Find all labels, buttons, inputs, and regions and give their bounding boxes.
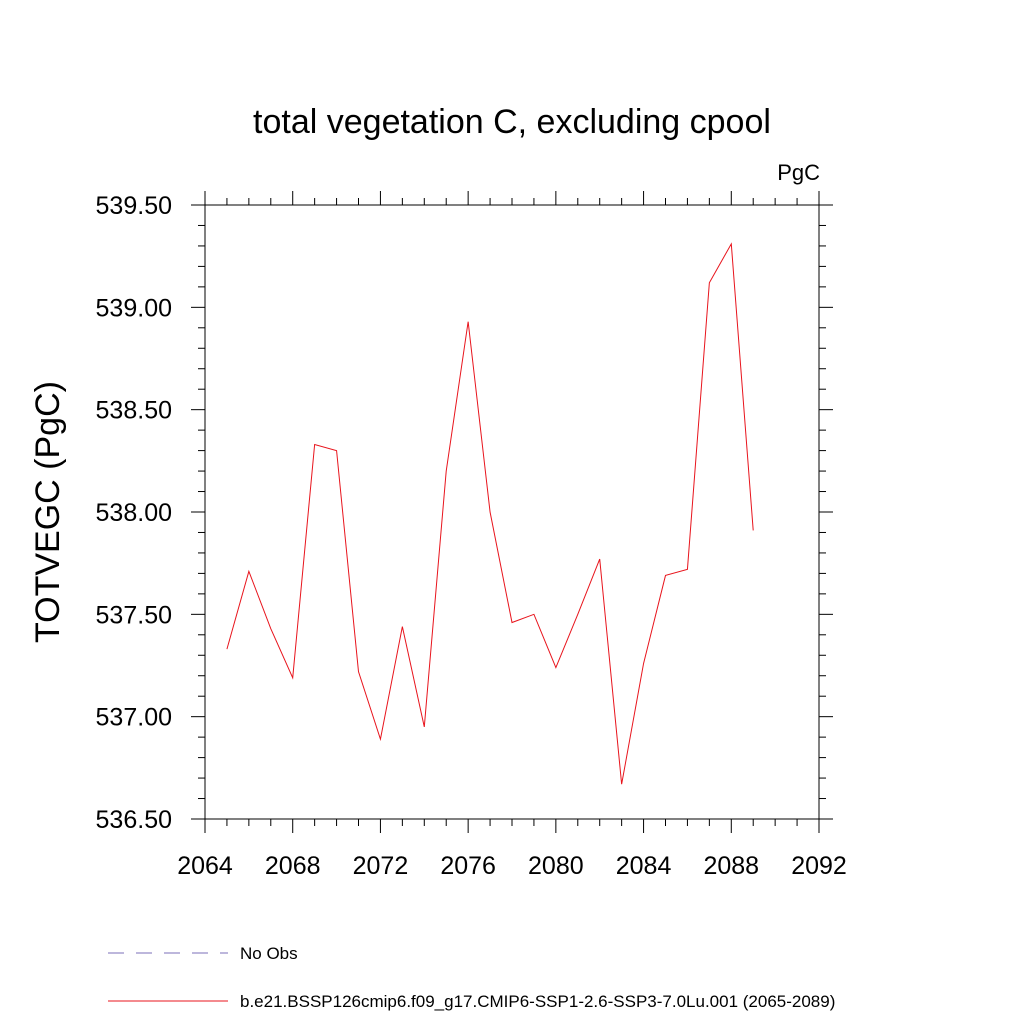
units-label: PgC [777,160,820,185]
y-tick-label: 538.50 [96,397,172,425]
x-tick-label: 2092 [791,852,847,880]
x-tick-label: 2072 [353,852,409,880]
x-tick-label: 2076 [440,852,496,880]
y-tick-label: 536.50 [96,806,172,834]
chart-title: total vegetation C, excluding cpool [253,103,771,141]
legend-label-model: b.e21.BSSP126cmip6.f09_g17.CMIP6-SSP1-2.… [240,992,835,1011]
y-tick-label: 539.00 [96,294,172,322]
minor-ticks [198,198,826,826]
x-tick-label: 2080 [528,852,584,880]
y-tick-label: 539.50 [96,192,172,220]
y-axis-label: TOTVEGC (PgC) [29,381,67,643]
series-line-0 [226,242,754,785]
plot-frame [204,204,820,820]
y-tick-label: 537.00 [96,704,172,732]
y-tick-labels: 536.50 537.00 537.50 538.00 538.50 539.00 539.… [96,192,172,834]
x-tick-labels: 2064 2068 2072 2076 2080 2084 2088 2092 [177,852,847,880]
series-layer [226,242,754,785]
x-tick-label: 2068 [265,852,321,880]
y-tick-label: 538.00 [96,499,172,527]
x-tick-label: 2088 [703,852,759,880]
major-ticks [191,191,833,833]
x-tick-label: 2064 [177,852,233,880]
legend: No Obs b.e21.BSSP126cmip6.f09_g17.CMIP6-… [108,944,835,1011]
y-tick-label: 537.50 [96,601,172,629]
x-tick-label: 2084 [616,852,672,880]
legend-label-no-obs: No Obs [240,944,298,963]
